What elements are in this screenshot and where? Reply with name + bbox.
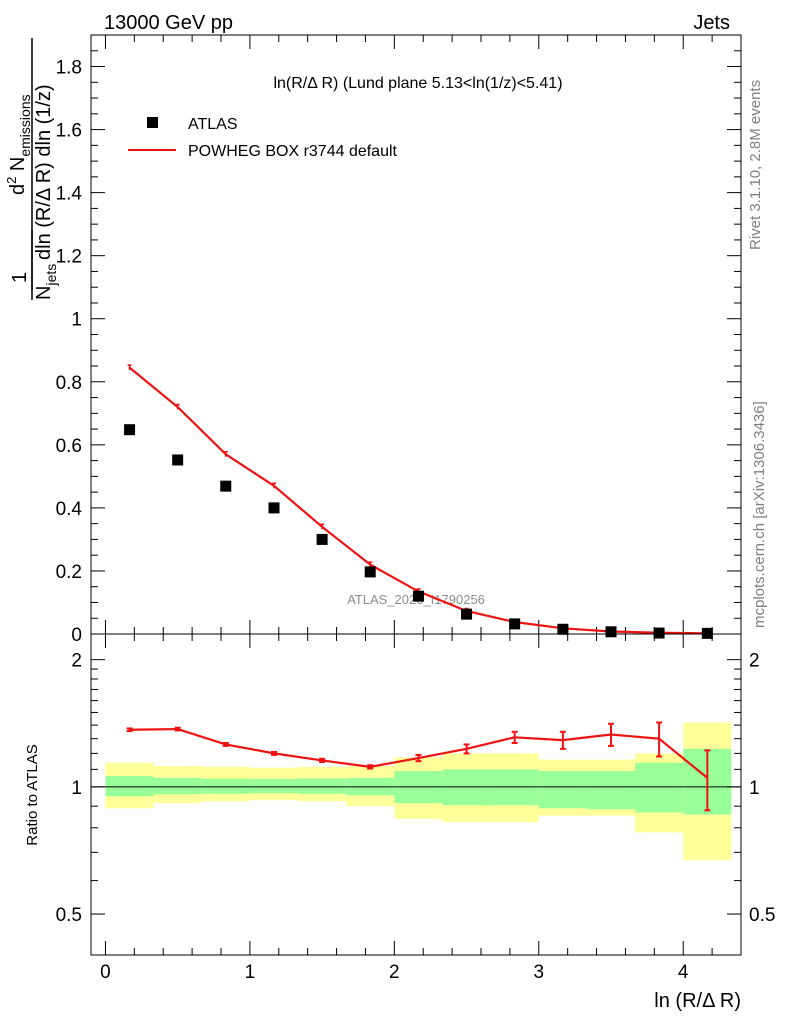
ratio-ylabel: Ratio to ATLAS [24, 744, 41, 845]
atlas-point [557, 623, 569, 635]
atlas-point [509, 618, 521, 630]
main-ytick-label: 0 [71, 625, 82, 646]
atlas-point [701, 627, 713, 639]
main-ytick-label: 1.6 [56, 121, 82, 142]
xtick-label: 2 [389, 962, 400, 983]
xaxis-label: ln (R/Δ R) [654, 990, 741, 1012]
ylabel-numerator-one: 1 [9, 272, 31, 283]
legend-atlas-label: ATLAS [188, 116, 238, 133]
ylabel-numerator: d2 Nemissions [4, 94, 33, 195]
stat-uncertainty-band [153, 777, 202, 795]
atlas-point [316, 533, 328, 545]
main-ytick-label: 0.2 [56, 562, 82, 583]
xtick-label: 1 [245, 962, 256, 983]
main-ytick-label: 1.4 [56, 184, 83, 205]
main-ytick-label: 1.2 [56, 247, 82, 268]
legend: ATLAS POWHEG BOX r3744 default [128, 116, 398, 160]
stat-uncertainty-band [249, 778, 298, 794]
ylabel-denominator: dln (R/Δ R) dln (1/z) [33, 84, 55, 260]
main-plot-panel: 0 0.2 0.4 0.6 0.8 1 1.2 1.4 1.6 1.8 ln(R/Δ R) (Lu… [4, 34, 742, 646]
ratio-ytick-label-right: 1 [749, 778, 760, 799]
main-ytick-label: 1 [71, 310, 82, 331]
main-title: ln(R/Δ R) (Lund plane 5.13<ln(1/z)<5.41) [273, 75, 562, 92]
main-ytick-label: 0.4 [56, 499, 83, 520]
process-label: Jets [693, 12, 730, 34]
legend-atlas-marker [147, 117, 158, 128]
stat-uncertainty-band [586, 771, 636, 810]
main-ytick-label: 0.6 [56, 436, 82, 457]
ratio-plot-panel: 0.5 0.5 1 1 2 2 0 1 2 3 4 Ratio to ATLAS ln (R/Δ … [24, 633, 775, 1012]
xtick-label: 0 [100, 962, 111, 983]
ratio-ytick-label: 2 [71, 651, 82, 672]
ratio-frame [90, 633, 742, 956]
atlas-point [653, 627, 665, 639]
ratio-ytick-label: 0.5 [56, 905, 82, 926]
stat-uncertainty-band [538, 771, 587, 809]
legend-powheg-label: POWHEG BOX r3744 default [188, 143, 398, 160]
atlas-point [172, 454, 184, 466]
energy-label: 13000 GeV pp [104, 12, 233, 34]
ratio-ytick-label-right: 2 [749, 651, 760, 672]
atlas-point [605, 626, 617, 638]
atlas-point [364, 566, 376, 578]
atlas-point [124, 424, 136, 436]
rivet-watermark: Rivet 3.1.10, 2.8M events [747, 80, 764, 250]
stat-uncertainty-band [105, 776, 154, 797]
mcplots-watermark: mcplots.cern.ch [arXiv:1306.3436] [751, 401, 768, 628]
atlas-point [220, 480, 232, 492]
xtick-label: 3 [533, 962, 544, 983]
stat-uncertainty-band [201, 778, 250, 794]
ratio-ytick-label-right: 0.5 [749, 905, 775, 926]
atlas-point [268, 502, 280, 514]
main-ytick-label: 1.8 [56, 58, 82, 79]
main-ytick-label: 0.8 [56, 373, 82, 394]
main-ylabel: 1 Njets d2 Nemissions dln (R/Δ R) dln (1… [4, 38, 59, 300]
xtick-label: 4 [678, 962, 689, 983]
atlas-point [412, 590, 424, 602]
stat-uncertainty-band [635, 762, 684, 813]
atlas-point [461, 608, 473, 620]
stat-uncertainty-band [297, 778, 347, 794]
ylabel-njets: Njets [33, 264, 59, 300]
ratio-ytick-label: 1 [71, 778, 82, 799]
